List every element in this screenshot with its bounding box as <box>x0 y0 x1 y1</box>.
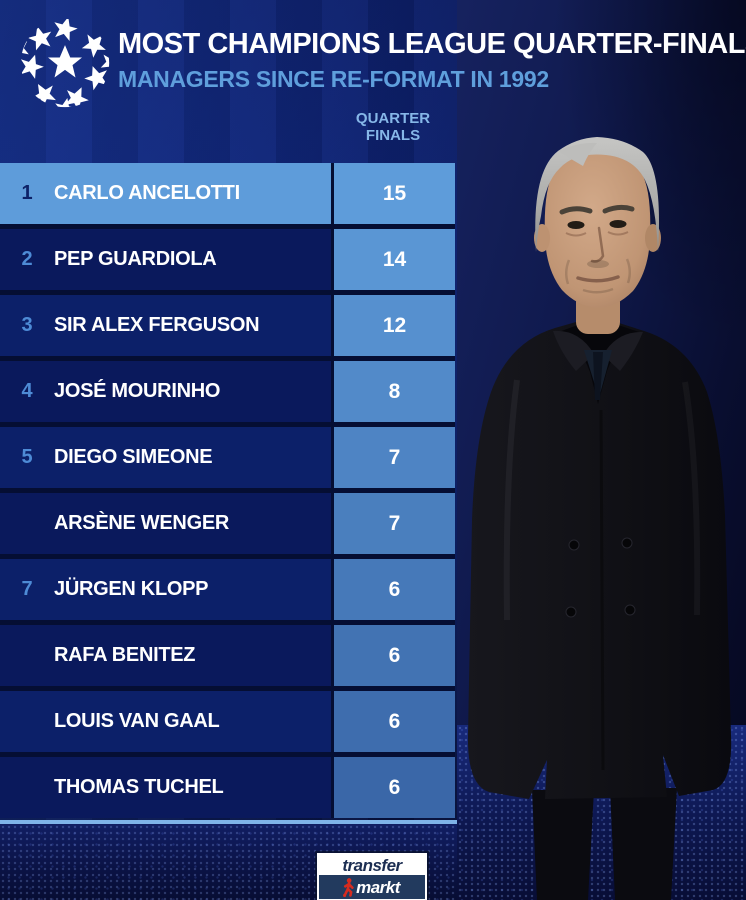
column-header-line1: QUARTER <box>355 110 431 127</box>
manager-name: PEP GUARDIOLA <box>54 248 217 270</box>
rank-cell: 4 <box>21 380 33 402</box>
rank-cell: 5 <box>21 446 33 468</box>
qf-count: 6 <box>334 691 455 752</box>
manager-name: CARLO ANCELOTTI <box>54 182 240 204</box>
manager-name: SIR ALEX FERGUSON <box>54 314 260 336</box>
table-row: ARSÈNE WENGER 7 <box>0 493 455 554</box>
page-title: MOST CHAMPIONS LEAGUE QUARTER-FINALS <box>118 28 746 60</box>
qf-count: 6 <box>334 559 455 620</box>
manager-name: JOSÉ MOURINHO <box>54 380 221 402</box>
qf-count: 15 <box>334 163 455 224</box>
manager-portrait-illustration <box>467 137 732 900</box>
transfermarkt-logo-bottom: markt <box>319 875 425 899</box>
manager-name: ARSÈNE WENGER <box>54 512 230 534</box>
rank-cell: 1 <box>21 182 33 204</box>
table-row: 5 DIEGO SIMEONE 7 <box>0 427 455 488</box>
red-footballer-icon <box>343 878 354 897</box>
table-row: THOMAS TUCHEL 6 <box>0 757 455 818</box>
page-subtitle: MANAGERS SINCE RE-FORMAT IN 1992 <box>118 66 549 92</box>
manager-name: DIEGO SIMEONE <box>54 446 213 468</box>
qf-count: 12 <box>334 295 455 356</box>
manager-name: RAFA BENITEZ <box>54 644 196 666</box>
table-row: 3 SIR ALEX FERGUSON 12 <box>0 295 455 356</box>
qf-count: 6 <box>334 625 455 686</box>
rank-cell: 7 <box>21 578 33 600</box>
qf-count: 7 <box>334 493 455 554</box>
ancelotti-photo <box>457 0 746 900</box>
column-header-line2: FINALS <box>365 127 421 144</box>
transfermarkt-logo: transfer markt <box>317 853 427 900</box>
table-row: 7 JÜRGEN KLOPP 6 <box>0 559 455 620</box>
table-bottom-divider <box>0 820 457 824</box>
qf-count: 6 <box>334 757 455 818</box>
transfermarkt-logo-bottom-label: markt <box>356 877 400 897</box>
qf-count: 8 <box>334 361 455 422</box>
manager-name: LOUIS VAN GAAL <box>54 710 220 732</box>
transfermarkt-logo-top: transfer <box>319 855 425 875</box>
quarter-finals-column-header: QUARTER FINALS <box>331 110 455 144</box>
uefa-starball-icon <box>18 16 112 110</box>
manager-name: JÜRGEN KLOPP <box>54 578 209 600</box>
table-row: LOUIS VAN GAAL 6 <box>0 691 455 752</box>
qf-count: 14 <box>334 229 455 290</box>
rank-cell: 3 <box>21 314 33 336</box>
rank-cell: 2 <box>21 248 33 270</box>
qf-count: 7 <box>334 427 455 488</box>
table-row: RAFA BENITEZ 6 <box>0 625 455 686</box>
header-titles: MOST CHAMPIONS LEAGUE QUARTER-FINALS MAN… <box>118 28 746 93</box>
table-row: 1 CARLO ANCELOTTI 15 <box>0 163 455 224</box>
quarter-finals-table: 1 CARLO ANCELOTTI 15 2 PEP GUARDIOLA 14 3 SIR A… <box>0 163 455 818</box>
table-row: 2 PEP GUARDIOLA 14 <box>0 229 455 290</box>
table-row: 4 JOSÉ MOURINHO 8 <box>0 361 455 422</box>
manager-name: THOMAS TUCHEL <box>54 776 224 798</box>
